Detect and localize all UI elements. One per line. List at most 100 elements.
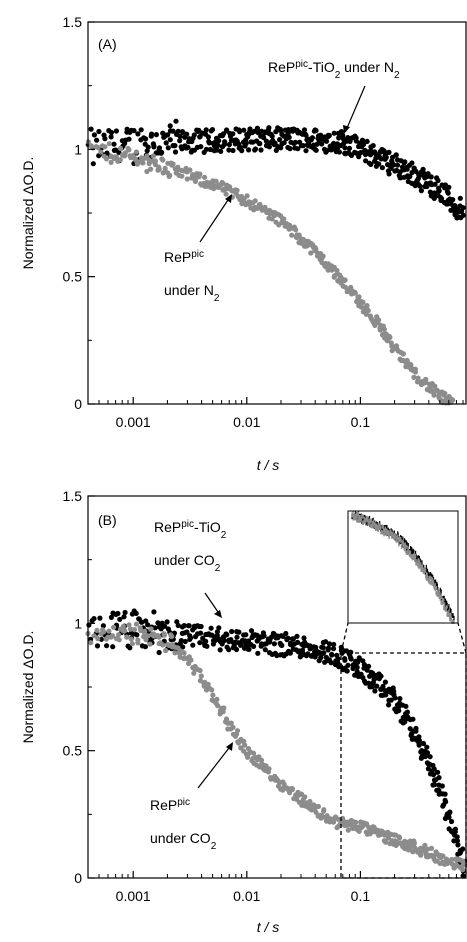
panel-b-series-gray-point (160, 642, 166, 648)
panel-b-inset-gray-point (370, 518, 372, 523)
panel-a-series-black-point (91, 132, 97, 138)
panel-b-series-black-point (151, 609, 157, 615)
panel-a-series-black-point (324, 147, 330, 153)
panel-b-series-gray-point (228, 720, 234, 726)
panel-b-series-black-point (424, 750, 431, 756)
panel-b-series-gray-point (315, 803, 321, 810)
panel-b-series-black-point (104, 643, 110, 649)
panel-a-series-black-point (203, 146, 209, 152)
panel-a-series-black-point (448, 207, 454, 213)
panel-b-inset-gray-point (379, 523, 381, 528)
panel-b-series-gray-point (111, 624, 117, 630)
panel-a-series-black-point (266, 144, 272, 150)
panel-b-series-black-point (326, 641, 333, 647)
panel-b-inset-gray-point (426, 572, 428, 577)
panel-b-series-gray-point (385, 835, 392, 841)
panel-b-inset-gray-point (401, 543, 403, 548)
panel-b-inset-gray-point (383, 532, 385, 537)
panel-b-inset-gray-point (384, 526, 386, 531)
panel-b-series-gray-point (188, 657, 194, 663)
panel-a-series-black-point (348, 152, 355, 158)
panel-a-series-gray-point (98, 149, 104, 155)
panel-b-xtick-label: 0.001 (116, 888, 151, 904)
panel-a-series-black-point (191, 132, 197, 138)
panel-a-series-black-point (172, 143, 178, 149)
panel-b-series-gray-point (265, 769, 271, 775)
panel-b-inset-gray-point (397, 535, 399, 540)
panel-b-series-gray-point (156, 634, 162, 640)
panel-b-series-black-point (404, 709, 410, 715)
panel-a-series-gray-point (197, 171, 203, 177)
panel-b-inset-gray-point (356, 512, 359, 517)
panel-b-series-black-point (248, 628, 255, 634)
panel-b-inset-gray-point (403, 543, 406, 548)
panel-b-series-gray-point (120, 623, 126, 630)
panel-b-ytick-label: 0.5 (63, 743, 83, 759)
panel-b-series-gray-point (205, 681, 211, 687)
panel-b-zoom-connector-right (457, 622, 467, 654)
panel-a-series-black-point (218, 148, 224, 154)
panel-b-series-black-point (243, 632, 249, 638)
panel-a-series-black-point (226, 141, 232, 148)
panel-a-series-black-point (428, 174, 434, 180)
panel-b-points (85, 608, 467, 879)
panel-b-series-black-point (370, 680, 376, 686)
panel-b-inset-black-point (402, 536, 404, 541)
panel-b-inset-gray-point (361, 514, 363, 519)
panel-a-series-black-point (457, 195, 463, 201)
panel-a-series-black-point (326, 132, 332, 139)
panel-b-inset-black-point (407, 543, 409, 547)
panel-a-series-black-point (241, 127, 247, 133)
panel-a-series-gray-point (289, 232, 295, 238)
panel-b-inset-gray-point (434, 587, 437, 591)
panel-a-series-black-point (303, 148, 309, 154)
panel-a-series-black-point (173, 118, 179, 124)
panel-b-inset-black-point (426, 567, 428, 572)
panel-b-series-gray-point (169, 633, 175, 640)
panel-a-arrowhead-tio2 (343, 125, 350, 134)
panel-b-series-black-point (279, 642, 285, 649)
panel-b-series-black-point (295, 639, 301, 646)
panel-b-series-black-point (203, 638, 209, 645)
panel-b-inset-black-point (361, 519, 363, 524)
panel-b-series-gray-point (181, 650, 187, 656)
panel-a-series-gray-point (103, 156, 110, 162)
panel-b-inset-black-point (440, 592, 442, 596)
panel-a-series-black-point (203, 127, 209, 133)
panel-b-series-black-point (197, 640, 203, 646)
panel-a-series-gray-point (364, 303, 370, 309)
panel-b-inset-gray-point (376, 523, 378, 528)
panel-b-xtick-label: 0.1 (351, 888, 371, 904)
panel-b-inset-black-point (362, 517, 364, 522)
panel-b-series-black-point (180, 644, 186, 650)
panel-b-series-black-point (97, 615, 103, 621)
panel-b-series-gray-point (418, 852, 424, 858)
panel-a-series-gray-point (411, 374, 417, 380)
panel-a-series-gray-point (170, 161, 176, 167)
panel-b-inset-gray-point (363, 520, 365, 524)
panel-a-xtick-label: 0.1 (351, 414, 371, 430)
panel-b-series-black-point (323, 639, 329, 645)
panel-b-inset-gray-point (429, 575, 431, 580)
panel-b-inset-gray-point (367, 521, 370, 526)
panel-b-inset-gray-point (417, 563, 419, 568)
panel-a-series-black-point (370, 143, 376, 149)
panel-b-inset-gray-point (441, 601, 443, 606)
panel-a-series-black-point (138, 127, 144, 133)
panel-a-ylabel: Normalized ΔO.D. (20, 157, 36, 270)
panel-b-inset-gray-point (435, 590, 437, 595)
panel-b-series-black-point (430, 772, 437, 778)
panel-a-series-black-point (409, 160, 415, 166)
panel-a-series-black-point (460, 212, 466, 218)
panel-b-series-black-point (224, 632, 230, 638)
panel-a-xtick-label: 0.01 (233, 414, 260, 430)
panel-b-inset-black-point (413, 549, 415, 554)
panel-b-inset-gray-point (405, 544, 407, 549)
panel-b-inset-black-point (393, 530, 395, 535)
panel-b-series-black-point (369, 684, 375, 690)
panel-a-series-gray-point (423, 378, 429, 384)
panel-a-series-black-point (90, 161, 96, 167)
panel-b-series-black-point (271, 641, 277, 647)
panel-b-series-gray-point (215, 703, 221, 709)
panel-b-inset-black-point (444, 598, 447, 603)
